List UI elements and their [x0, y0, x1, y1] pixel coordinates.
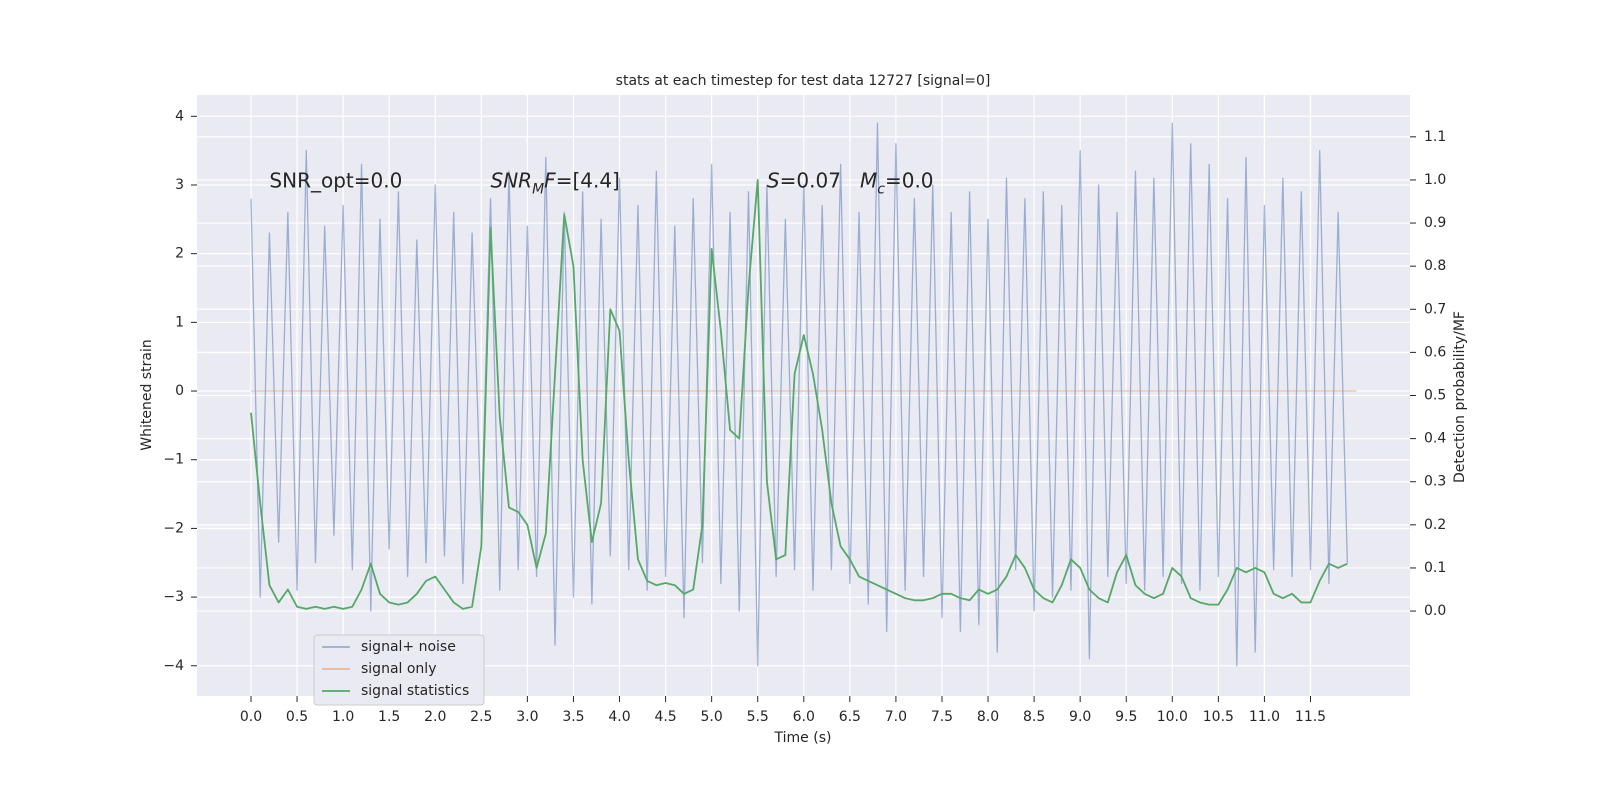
x-tick-label: 9.5 — [1115, 709, 1137, 725]
x-tick-label: 5.0 — [701, 709, 723, 725]
x-tick-label: 2.5 — [470, 709, 492, 725]
y2-tick-label: 0.8 — [1424, 258, 1446, 274]
annotation-part: c — [877, 182, 885, 198]
x-tick-label: 11.5 — [1295, 709, 1326, 725]
annotation-part: M — [860, 168, 877, 192]
y2-tick-label: 0.5 — [1424, 388, 1446, 404]
y2-tick-label: 0.6 — [1424, 344, 1446, 360]
annotation: SNR_opt=0.0 — [269, 168, 402, 192]
x-tick-label: 0.5 — [286, 709, 308, 725]
annotation-part: F — [544, 168, 556, 192]
y-tick-label: 1 — [175, 314, 184, 330]
y-tick-label: 2 — [175, 246, 184, 262]
x-axis-label: Time (s) — [774, 730, 832, 746]
series-line — [250, 122, 1348, 667]
legend-label: signal only — [361, 661, 436, 677]
x-tick-label: 7.5 — [931, 709, 953, 725]
annotation-part: S — [767, 168, 780, 192]
y2-axis-label: Detection probability/MF — [1452, 311, 1468, 483]
y2-tick-label: 0.4 — [1424, 431, 1446, 447]
x-tick-label: 1.0 — [332, 709, 354, 725]
x-tick-label: 4.5 — [654, 709, 676, 725]
chart-title: stats at each timestep for test data 127… — [616, 73, 991, 89]
y-tick-label: −2 — [163, 520, 184, 536]
y2-tick-label: 1.1 — [1424, 129, 1446, 145]
y2-tick-label: 0.9 — [1424, 215, 1446, 231]
x-tick-label: 9.0 — [1069, 709, 1091, 725]
y-tick-label: 3 — [175, 177, 184, 193]
y2-tick-label: 0.3 — [1424, 474, 1446, 490]
x-tick-label: 1.5 — [378, 709, 400, 725]
x-tick-label: 6.5 — [839, 709, 861, 725]
y2-tick-label: 0.7 — [1424, 301, 1446, 317]
y-tick-label: 0 — [175, 383, 184, 399]
annotation-part: SNR_opt=0.0 — [269, 168, 402, 192]
annotation-part: =0.07 — [780, 168, 860, 192]
annotation-part: SNR — [491, 168, 533, 192]
x-tick-label: 6.0 — [793, 709, 815, 725]
x-tick-label: 4.0 — [608, 709, 630, 725]
x-tick-label: 3.5 — [562, 709, 584, 725]
y-tick-label: −4 — [163, 658, 184, 674]
annotation-part: =0.0 — [885, 168, 934, 192]
annotation: SNRMF=[4.4] — [491, 168, 620, 198]
y2-tick-label: 0.0 — [1424, 603, 1446, 619]
annotation: S=0.07 Mc=0.0 — [767, 168, 934, 198]
y2-tick-label: 0.2 — [1424, 517, 1446, 533]
x-tick-label: 8.0 — [977, 709, 999, 725]
y2-tick-label: 1.0 — [1424, 172, 1446, 188]
x-tick-label: 10.0 — [1157, 709, 1188, 725]
x-tick-label: 10.5 — [1203, 709, 1234, 725]
annotation-part: M — [532, 182, 544, 198]
series-line — [250, 179, 1348, 610]
marks — [250, 122, 1357, 667]
labels: 0.0 0.5 1.0 1.5 2.0 2.5 3.0 3.5 4.0 4.5 5.0 5.5 6.0 6… — [163, 108, 1446, 725]
y-axis-label: Whitened strain — [139, 339, 155, 450]
legend: signal+ noise signal only signal statistic… — [313, 634, 485, 706]
x-tick-label: 3.0 — [516, 709, 538, 725]
annotation-part: =[4.4] — [556, 168, 620, 192]
y-tick-label: 4 — [175, 108, 184, 124]
legend-label: signal statistics — [361, 683, 469, 699]
x-tick-label: 11.0 — [1249, 709, 1280, 725]
x-tick-label: 7.0 — [885, 709, 907, 725]
legend-box — [313, 634, 485, 706]
x-tick-label: 5.5 — [747, 709, 769, 725]
x-tick-label: 8.5 — [1023, 709, 1045, 725]
y-tick-label: −1 — [163, 452, 184, 468]
x-tick-label: 0.0 — [240, 709, 262, 725]
x-tick-label: 2.0 — [424, 709, 446, 725]
y-tick-label: −3 — [163, 589, 184, 605]
y2-tick-label: 0.1 — [1424, 560, 1446, 576]
legend-label: signal+ noise — [361, 639, 456, 655]
